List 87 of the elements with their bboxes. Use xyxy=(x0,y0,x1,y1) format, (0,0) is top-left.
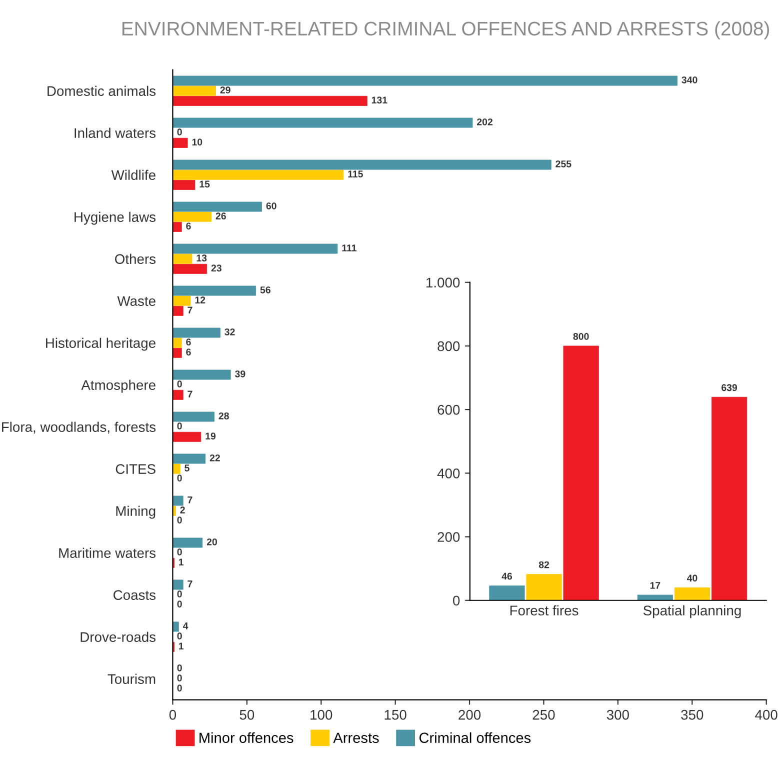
x-tick-label: 50 xyxy=(240,710,254,720)
x-tick-label: 400 xyxy=(755,710,778,720)
data-label: 1 xyxy=(178,558,184,566)
data-label: 4 xyxy=(182,622,188,630)
y-tick-label: 600 xyxy=(438,404,460,415)
data-label: 32 xyxy=(224,328,235,336)
y-tick-label: Maritime waters xyxy=(59,548,156,558)
y-tick-label: Hygiene laws xyxy=(74,212,156,225)
chart-title: ENVIRONMENT-RELATED CRIMINAL OFFENCES AND ARRESTS (2008) xyxy=(122,21,770,40)
y-tick-label: CITES xyxy=(116,464,156,474)
legend-label: Minor offences xyxy=(200,732,294,743)
data-label: 0 xyxy=(177,684,182,692)
data-label: 12 xyxy=(195,296,206,304)
y-tick-label: Tourism xyxy=(108,674,156,684)
data-label: 22 xyxy=(210,454,220,462)
data-label: 0 xyxy=(177,128,182,136)
data-label: 28 xyxy=(218,412,229,420)
legend-label: Criminal offences xyxy=(419,732,531,743)
data-label: 7 xyxy=(188,496,192,504)
data-label: 26 xyxy=(216,212,226,220)
y-tick-label: 1.000 xyxy=(426,278,460,288)
data-label: 46 xyxy=(502,572,512,580)
x-tick-label: 0 xyxy=(169,710,176,720)
data-label: 0 xyxy=(177,516,182,524)
data-label: 111 xyxy=(342,244,356,252)
y-tick-label: 200 xyxy=(438,532,460,542)
y-tick-label: Historical heritage xyxy=(46,338,156,351)
x-tick-label: 250 xyxy=(532,710,555,720)
data-label: 340 xyxy=(682,76,698,84)
y-tick-label: Coasts xyxy=(114,590,156,600)
data-label: 115 xyxy=(348,170,363,178)
data-label: 0 xyxy=(177,600,182,608)
y-tick-label: Atmosphere xyxy=(81,380,156,393)
data-label: 0 xyxy=(177,590,182,598)
legend-label: Arrests xyxy=(333,732,379,743)
data-label: 10 xyxy=(192,138,202,146)
data-label: 6 xyxy=(186,348,191,356)
y-tick-label: Waste xyxy=(117,296,156,306)
y-tick-label: Flora, woodlands, forests xyxy=(2,422,156,434)
data-label: 0 xyxy=(177,422,182,430)
data-label: 6 xyxy=(186,222,191,230)
x-tick-label: 150 xyxy=(384,710,406,720)
x-tick-label: Spatial planning xyxy=(643,605,741,618)
data-label: 255 xyxy=(556,160,572,168)
data-label: 5 xyxy=(184,464,190,472)
data-label: 39 xyxy=(234,370,246,378)
x-tick-label: 350 xyxy=(681,710,704,720)
data-label: 0 xyxy=(177,380,182,388)
data-label: 17 xyxy=(650,582,660,589)
data-label: 800 xyxy=(573,332,589,340)
data-label: 639 xyxy=(722,384,738,392)
data-label: 1 xyxy=(178,642,184,650)
y-tick-label: Drove-roads xyxy=(80,632,156,642)
data-label: 56 xyxy=(260,286,270,294)
data-label: 2 xyxy=(180,506,185,514)
y-tick-label: Domestic animals xyxy=(48,86,156,96)
y-tick-label: 800 xyxy=(438,341,460,352)
data-label: 13 xyxy=(196,254,207,262)
y-tick-label: Inland waters xyxy=(74,128,156,138)
data-label: 82 xyxy=(538,561,550,568)
y-tick-label: Mining xyxy=(116,506,156,519)
data-label: 7 xyxy=(188,306,192,314)
data-label: 15 xyxy=(200,180,210,188)
x-tick-label: 300 xyxy=(606,710,629,720)
data-label: 19 xyxy=(206,432,216,440)
x-tick-label: 200 xyxy=(458,710,481,720)
data-label: 0 xyxy=(177,674,182,682)
data-label: 0 xyxy=(177,548,182,556)
data-label: 29 xyxy=(220,86,230,94)
x-tick-label: 100 xyxy=(310,710,332,720)
y-tick-label: Wildlife xyxy=(111,170,156,180)
data-label: 202 xyxy=(476,118,492,126)
data-label: 6 xyxy=(186,338,191,346)
y-tick-label: 0 xyxy=(453,596,460,606)
data-label: 20 xyxy=(206,538,217,546)
data-label: 7 xyxy=(188,580,192,588)
x-tick-label: Forest fires xyxy=(510,605,578,616)
y-tick-label: Others xyxy=(115,254,156,264)
data-label: 0 xyxy=(177,664,182,672)
data-label: 60 xyxy=(266,202,276,210)
data-label: 23 xyxy=(211,264,222,272)
data-label: 0 xyxy=(177,474,182,482)
y-tick-label: 400 xyxy=(437,468,460,478)
data-label: 40 xyxy=(686,574,698,582)
data-label: 131 xyxy=(372,96,388,104)
data-label: 0 xyxy=(177,632,182,640)
data-label: 7 xyxy=(188,390,192,398)
